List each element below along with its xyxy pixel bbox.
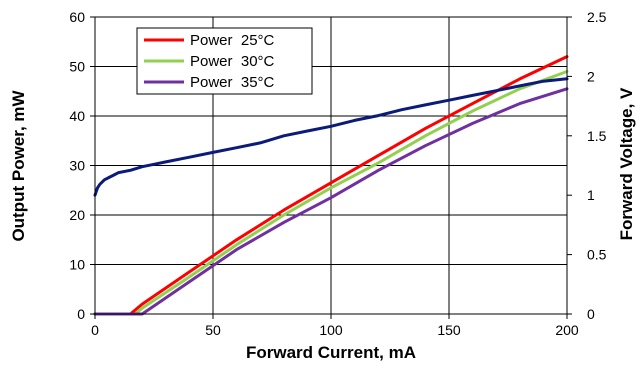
x-tick-label-4: 200: [555, 322, 579, 338]
y-right-tick-label-0: 0: [587, 306, 595, 322]
y-left-tick-label-4: 40: [69, 108, 85, 124]
power-35c-line: [93, 87, 569, 316]
y-left-tick-label-0: 0: [77, 306, 85, 322]
power-25c-line: [93, 55, 569, 316]
x-tick-label-2: 100: [319, 322, 343, 338]
y-left-axis-title: Output Power, mW: [9, 89, 28, 241]
y-left-tick-label-6: 60: [69, 9, 85, 25]
x-axis-title: Forward Current, mA: [246, 343, 416, 362]
y-left-tick-label-5: 50: [69, 59, 85, 75]
ticks-layer: 0 50 100 150 200 0 10 20 30 40 50 60 0 0.5 1 1.5 2 2.5: [69, 9, 606, 338]
y-left-tick-label-2: 20: [69, 207, 85, 223]
series-layer: [93, 55, 569, 316]
y-left-tick-label-3: 30: [69, 158, 85, 174]
y-right-tick-label-4: 2: [587, 68, 595, 84]
y-right-axis-title: Forward Voltage, V: [617, 87, 636, 240]
forward-voltage-line: [93, 77, 569, 197]
legend-label-25c: Power 25°C: [190, 32, 275, 49]
x-tick-label-3: 150: [437, 322, 461, 338]
legend-label-35c: Power 35°C: [190, 74, 275, 91]
y-right-tick-label-5: 2.5: [587, 9, 607, 25]
y-right-tick-label-1: 0.5: [587, 247, 607, 263]
y-left-tick-label-1: 10: [69, 257, 85, 273]
x-tick-label-1: 50: [205, 322, 221, 338]
gridlines: [95, 17, 567, 314]
power-30c-line: [93, 70, 569, 316]
legend-label-30c: Power 30°C: [190, 53, 275, 70]
y-right-tick-label-3: 1.5: [587, 128, 607, 144]
legend: Power 25°C Power 30°C Power 35°C: [136, 27, 313, 95]
x-tick-label-0: 0: [91, 322, 99, 338]
y-right-tick-label-2: 1: [587, 187, 595, 203]
